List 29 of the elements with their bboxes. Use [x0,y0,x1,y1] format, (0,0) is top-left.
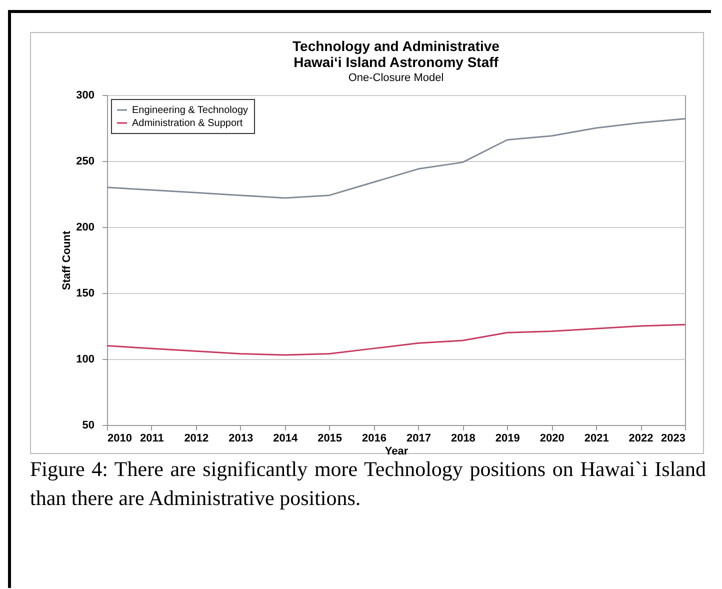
x-tick-label: 2014 [273,432,298,444]
x-tick-label: 2021 [584,432,609,444]
x-tick-label: 2012 [184,432,209,444]
x-tick-label: 2010 [108,432,132,444]
caption: Figure 4: There are significantly more Technology positions on Hawai`i Island than there are Administrative positions. [30,456,706,512]
y-tick-label: 250 [76,156,94,168]
y-tick-label: 150 [76,288,94,300]
x-tick-label: 2018 [450,432,476,444]
x-tick-label: 2023 [661,432,686,444]
x-tick-label: 2011 [140,432,164,444]
y-tick-label: 300 [76,90,94,102]
x-tick-label: 2022 [628,432,654,444]
legend-label: Engineering & Technology [132,105,248,116]
y-tick-label: 50 [82,420,94,432]
y-axis-title: Staff Count [61,230,74,290]
x-tick-label: 2013 [228,432,254,444]
x-tick-label: 2016 [362,432,387,444]
line-series [106,118,686,199]
x-tick-label: 2019 [495,432,520,444]
legend-label: Administration & Support [132,118,243,129]
y-tick-label: 200 [76,222,94,234]
x-axis-title: Year [384,446,409,458]
y-tick-label: 100 [76,354,94,366]
line-series [106,324,686,356]
x-tick-label: 2020 [540,432,564,444]
x-tick-label: 2017 [406,432,431,444]
chart-subtitle: One-Closure Model [348,72,444,84]
x-tick-label: 2015 [318,432,342,444]
chart-title: Technology and Administrative Hawaiʻi Island Astronomy Staff [292,38,500,70]
